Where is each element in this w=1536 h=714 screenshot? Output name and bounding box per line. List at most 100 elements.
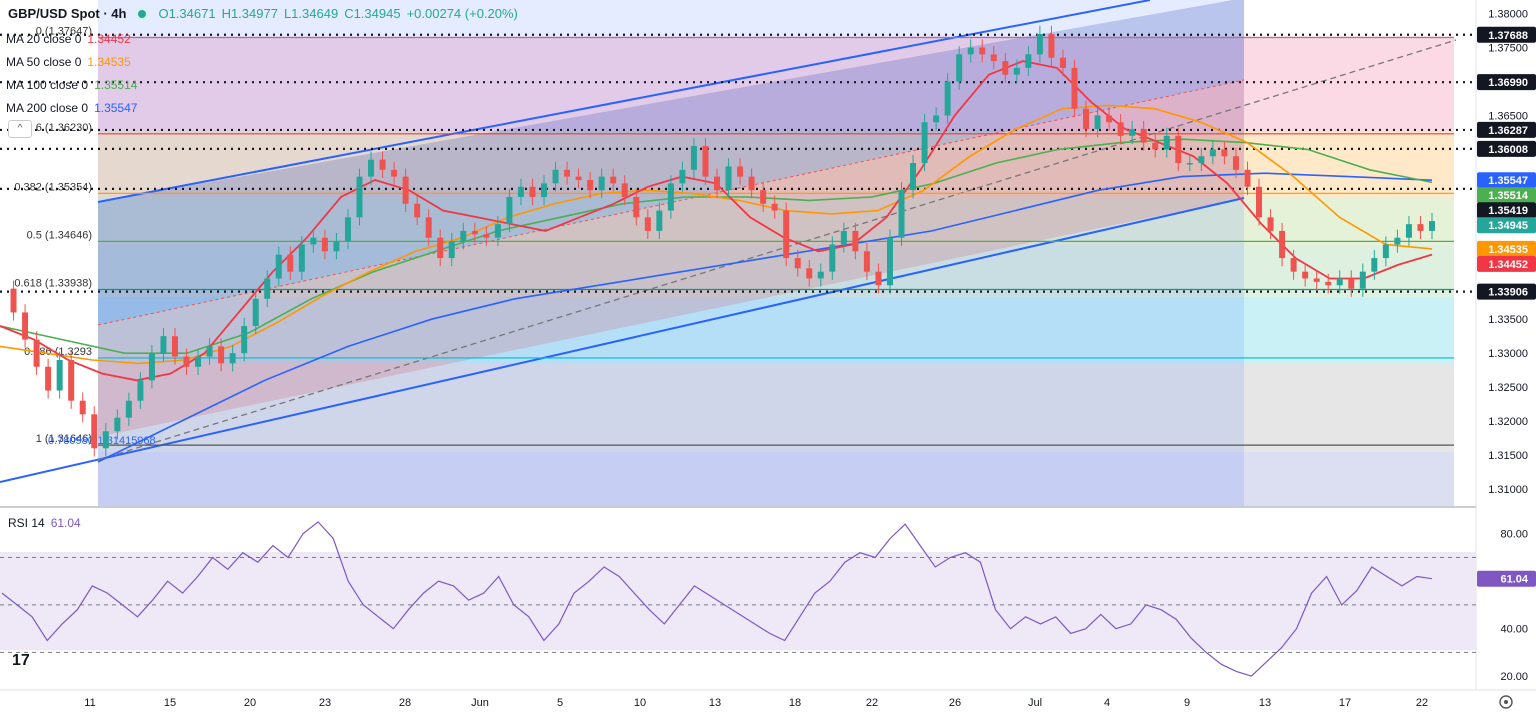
candle-body [1313,278,1320,282]
candle-body [79,400,86,415]
ohlc-close: C1.34945 [344,6,401,21]
candle-body [310,237,317,245]
legend-ma50[interactable]: MA 50 close 0 1.34535 [6,53,137,76]
candle-body [22,312,29,340]
candle-body [1013,67,1020,75]
price-label-box [1477,26,1536,43]
candle-body [356,176,363,218]
rsi-pane: 80.00 40.00 20.00 61.04 [0,521,1536,683]
legend-ma100[interactable]: MA 100 close 0 1.35514 [6,76,137,99]
candle-body [806,268,813,279]
ma20-label: MA 20 close 0 [6,32,82,46]
candle-body [368,159,375,177]
price-tick: 1.31500 [1488,450,1528,462]
price-label: 1.34452 [1488,259,1528,271]
price-axis-ticks: 1.380001.375001.365001.350001.335001.330… [1488,9,1528,496]
ma200-label: MA 200 close 0 [6,101,89,115]
price-label: 1.34535 [1488,244,1528,256]
ohlc-low: L1.34649 [283,6,339,21]
candle-body [1083,108,1090,130]
price-label: 1.37688 [1488,30,1528,42]
candle-body [402,176,409,204]
candle-body [1371,258,1378,272]
time-tick: 10 [634,697,646,709]
candle-body [656,210,663,231]
time-tick: 13 [709,697,721,709]
tradingview-logo-icon[interactable]: 17 [12,652,30,669]
candle-body [483,234,490,238]
price-label: 1.36287 [1488,125,1528,137]
price-label-box [1477,121,1536,138]
series-lines [0,25,1435,463]
horizontal-levels [0,33,1476,293]
candle-body [863,251,870,272]
fib-extra-label: 0.780980(1.31415968 [48,435,156,447]
price-tick: 1.33000 [1488,348,1528,360]
candle-body [125,400,132,418]
fib-label: 0.382 (1.35354) [14,181,92,193]
price-label-box [1477,255,1536,272]
candle-body [829,244,836,272]
ma200-value: 1.35547 [94,101,138,115]
price-label: 1.33906 [1488,287,1528,299]
candle-body [598,176,605,191]
candle-body [1117,122,1124,136]
legend-ma200[interactable]: MA 200 close 0 1.35547 [6,99,137,122]
time-tick: 23 [319,697,331,709]
fib-label: 6 (1.36230) [36,122,92,134]
gear-icon[interactable] [1499,695,1513,709]
time-tick: 13 [1259,697,1271,709]
candle-body [1256,186,1263,218]
candle-body [33,339,40,367]
chart-header: GBP/USD Spot · 4h O1.34671 H1.34977 L1.3… [8,6,518,21]
price-tick: 1.32500 [1488,382,1528,394]
rsi-tick: 40.00 [1500,624,1528,636]
candle-body [541,183,548,197]
fib-zone-618-786 [98,297,1454,364]
fib-zones [98,36,1454,506]
fib-zone-below [98,452,1454,506]
rsi-legend[interactable]: RSI 14 61.04 [8,516,81,530]
candle-body [379,159,386,170]
candle-body [298,244,305,272]
price-label: 1.35547 [1488,175,1528,187]
fib-zone-0-236 [98,36,1454,132]
candle-body [933,115,940,123]
candle-body [1175,135,1182,164]
candle-body [114,417,121,432]
candle-body [1036,33,1043,55]
time-tick: 26 [949,697,961,709]
candle-body [10,288,17,313]
candle-body [760,190,767,204]
price-label: 1.35419 [1488,205,1528,217]
candle-body [471,230,478,235]
candle-body [610,176,617,184]
candle-body [264,278,271,299]
candle-body [252,298,259,327]
channel-lower-fill [98,80,1244,437]
symbol-title[interactable]: GBP/USD Spot · 4h [8,6,127,21]
candle-body [1336,278,1343,286]
candle-body [1221,149,1228,157]
candle-body [1325,281,1332,286]
candle-body [1405,224,1412,238]
candle-body [852,230,859,252]
candle-body [633,196,640,218]
time-tick: Jul [1028,697,1042,709]
fib-zone-5-618 [98,245,1454,297]
candle-body [1129,129,1136,136]
time-tick: 4 [1104,697,1110,709]
channel-top-line [97,0,1151,203]
candle-body [437,237,444,259]
legend-ma20[interactable]: MA 20 close 0 1.34452 [6,30,137,53]
time-tick: 20 [244,697,256,709]
chevron-up-icon[interactable]: ^ [8,120,32,138]
ma100-label: MA 100 close 0 [6,78,89,92]
time-tick: 28 [399,697,411,709]
fib-lines: 0 (1.37647)6 (1.36230)0.382 (1.35354)0.5… [14,26,1454,447]
price-label-box [1477,202,1536,219]
candle-body [575,176,582,180]
candle-body [56,359,63,391]
ma20-value: 1.34452 [87,32,131,46]
